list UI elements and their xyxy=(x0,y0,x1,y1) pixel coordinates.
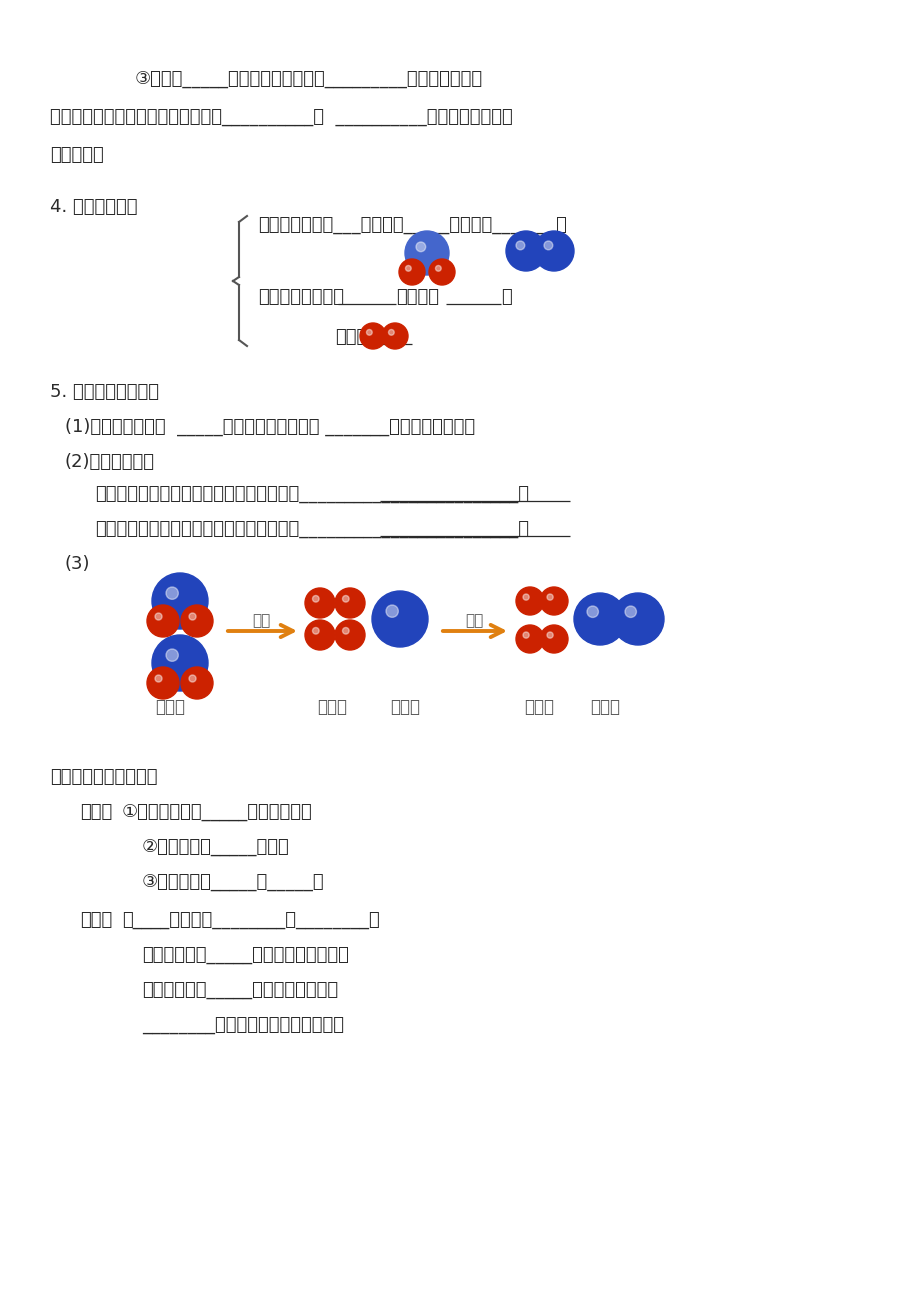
Circle shape xyxy=(147,667,179,699)
Text: ③分子在_____变化中可以再分；在_________变化中不能分。: ③分子在_____变化中可以再分；在_________变化中不能分。 xyxy=(135,70,482,89)
Circle shape xyxy=(305,620,335,650)
Text: 化学性质。: 化学性质。 xyxy=(50,146,104,164)
Text: 微观示意图表示的意义: 微观示意图表示的意义 xyxy=(50,768,157,786)
Text: 水____分解生成________和________；: 水____分解生成________和________； xyxy=(122,911,380,930)
Text: (2)物质的变化：: (2)物质的变化： xyxy=(65,453,154,471)
Circle shape xyxy=(152,573,208,629)
Text: 氢原子: 氢原子 xyxy=(317,698,346,716)
Circle shape xyxy=(366,329,372,335)
Circle shape xyxy=(181,605,213,637)
Circle shape xyxy=(154,674,162,682)
Text: ，: ， xyxy=(501,288,511,306)
Text: 用分子的角度看物理变化：物理变化过程中________________________。: 用分子的角度看物理变化：物理变化过程中_____________________… xyxy=(95,486,528,503)
Circle shape xyxy=(415,242,425,251)
Circle shape xyxy=(342,628,348,634)
Circle shape xyxy=(516,587,543,615)
Circle shape xyxy=(147,605,179,637)
Circle shape xyxy=(405,266,411,271)
Circle shape xyxy=(547,631,552,638)
Circle shape xyxy=(152,635,208,691)
Text: ③水分解生成_____和_____。: ③水分解生成_____和_____。 xyxy=(142,874,324,891)
Circle shape xyxy=(342,595,348,602)
Circle shape xyxy=(539,625,567,654)
Circle shape xyxy=(533,230,573,271)
Circle shape xyxy=(388,329,394,335)
Circle shape xyxy=(305,589,335,618)
Circle shape xyxy=(586,605,597,617)
Circle shape xyxy=(435,266,441,271)
Circle shape xyxy=(154,613,162,620)
Circle shape xyxy=(181,667,213,699)
Circle shape xyxy=(522,594,528,600)
Text: (1)纯净物和混合物  _____种分子构成纯净物。 _______种分子构成混合物: (1)纯净物和混合物 _____种分子构成纯净物。 _______种分子构成混合… xyxy=(65,418,474,436)
Circle shape xyxy=(573,592,625,644)
Circle shape xyxy=(543,241,552,250)
Circle shape xyxy=(404,230,448,275)
Circle shape xyxy=(371,591,427,647)
Circle shape xyxy=(522,631,528,638)
Circle shape xyxy=(516,625,543,654)
Text: ________是化学变化中的最小微粒。: ________是化学变化中的最小微粒。 xyxy=(142,1016,344,1034)
Text: 分解: 分解 xyxy=(252,613,270,628)
Text: 氧分子: 氧分子 xyxy=(589,698,619,716)
Circle shape xyxy=(335,589,365,618)
Text: ①化学反应前后_____的种类不变；: ①化学反应前后_____的种类不变； xyxy=(122,803,312,822)
Text: ②该反应属于_____反应；: ②该反应属于_____反应； xyxy=(142,838,289,855)
Circle shape xyxy=(505,230,545,271)
Circle shape xyxy=(312,595,319,602)
Circle shape xyxy=(312,628,319,634)
Circle shape xyxy=(386,605,398,617)
Circle shape xyxy=(188,613,196,620)
Circle shape xyxy=(359,323,386,349)
Text: 、氧分子: 、氧分子 xyxy=(395,288,438,306)
Circle shape xyxy=(188,674,196,682)
Circle shape xyxy=(165,648,178,661)
Circle shape xyxy=(165,587,178,599)
Text: 微观：: 微观： xyxy=(80,911,112,930)
Text: 用分子的角度看化学变化：化学变化过程中________________________。: 用分子的角度看化学变化：化学变化过程中_____________________… xyxy=(95,519,528,538)
Text: 化学式：水分子___、氧分子_____、氢分子_______。: 化学式：水分子___、氧分子_____、氢分子_______。 xyxy=(257,216,566,234)
Text: 5. 用分子的观点解释: 5. 用分子的观点解释 xyxy=(50,383,159,401)
Text: (3): (3) xyxy=(65,555,90,573)
Text: 分子模型：水分子: 分子模型：水分子 xyxy=(257,288,344,306)
Text: 宏观：: 宏观： xyxy=(80,803,112,822)
Circle shape xyxy=(399,259,425,285)
Circle shape xyxy=(381,323,407,349)
Circle shape xyxy=(516,241,524,250)
Text: 4. 分子的表示法: 4. 分子的表示法 xyxy=(50,198,137,216)
Circle shape xyxy=(611,592,664,644)
Text: 结合: 结合 xyxy=(464,613,482,628)
Circle shape xyxy=(539,587,567,615)
Circle shape xyxy=(428,259,455,285)
Text: 氢分子: 氢分子 xyxy=(524,698,553,716)
Text: 氢分子: 氢分子 xyxy=(335,328,367,346)
Text: 例：保持氧气化学性质的最小微粒是__________，  __________能保持二氧化碗的: 例：保持氧气化学性质的最小微粒是__________， __________能保… xyxy=(50,108,512,126)
Text: 化学反应前后_____的种类没有改变；: 化学反应前后_____的种类没有改变； xyxy=(142,980,338,999)
Text: 水分子: 水分子 xyxy=(154,698,185,716)
Text: 氧原子: 氧原子 xyxy=(390,698,420,716)
Circle shape xyxy=(335,620,365,650)
Text: 化学反应前后_____的种类发生了改变；: 化学反应前后_____的种类发生了改变； xyxy=(142,947,348,963)
Circle shape xyxy=(624,605,636,617)
Circle shape xyxy=(547,594,552,600)
